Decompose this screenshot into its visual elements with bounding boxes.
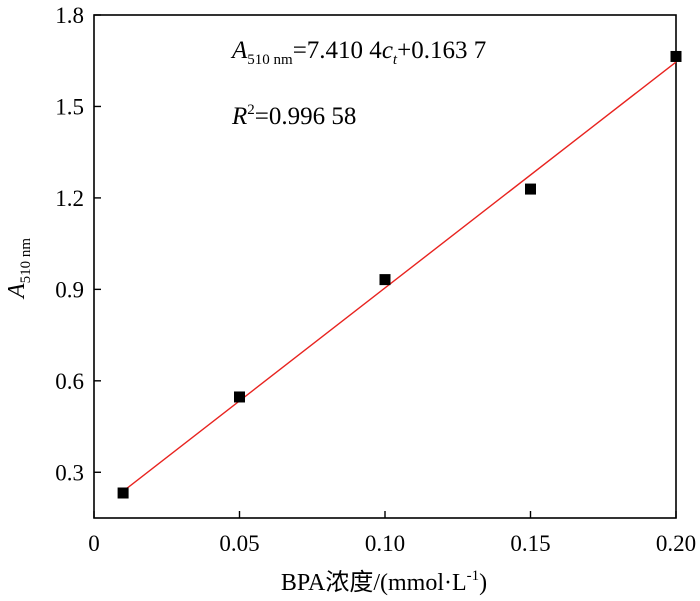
y-tick-label-1: 0.6 bbox=[55, 369, 84, 394]
y-tick-label-0: 0.3 bbox=[55, 460, 84, 485]
y-tick-label-3: 1.2 bbox=[55, 186, 84, 211]
ticks: 0 0.05 0.10 0.15 0.20 0.3 0.6 0.9 1.2 1.5 1.8 bbox=[55, 3, 696, 556]
x-tick-label-1: 0.05 bbox=[219, 531, 259, 556]
y-tick-label-2: 0.9 bbox=[55, 277, 84, 302]
y-tick-label-5: 1.8 bbox=[55, 3, 84, 28]
y-tick-label-4: 1.5 bbox=[55, 94, 84, 119]
data-point-3 bbox=[525, 183, 536, 195]
axes bbox=[93, 14, 677, 519]
data-point-4 bbox=[670, 50, 682, 62]
fit-line bbox=[122, 61, 677, 492]
x-tick-label-4: 0.20 bbox=[656, 531, 696, 556]
data-point-2 bbox=[379, 274, 391, 286]
y-axis-title: A510 nm bbox=[4, 238, 34, 300]
data-points bbox=[117, 50, 682, 499]
plot-frame bbox=[93, 14, 677, 519]
r-squared-annotation: R2=0.996 58 bbox=[231, 102, 356, 130]
x-tick-label-2: 0.10 bbox=[365, 531, 405, 556]
data-point-1 bbox=[234, 391, 245, 403]
x-tick-label-0: 0 bbox=[88, 531, 100, 556]
regression-equation: A510 nm=7.410 4ct+0.163 7 bbox=[230, 37, 486, 68]
x-tick-label-3: 0.15 bbox=[510, 531, 550, 556]
x-axis-title: BPA浓度/(mmol·L-1) bbox=[281, 568, 487, 596]
data-point-0 bbox=[117, 487, 129, 499]
fit-line-layer bbox=[122, 61, 677, 492]
